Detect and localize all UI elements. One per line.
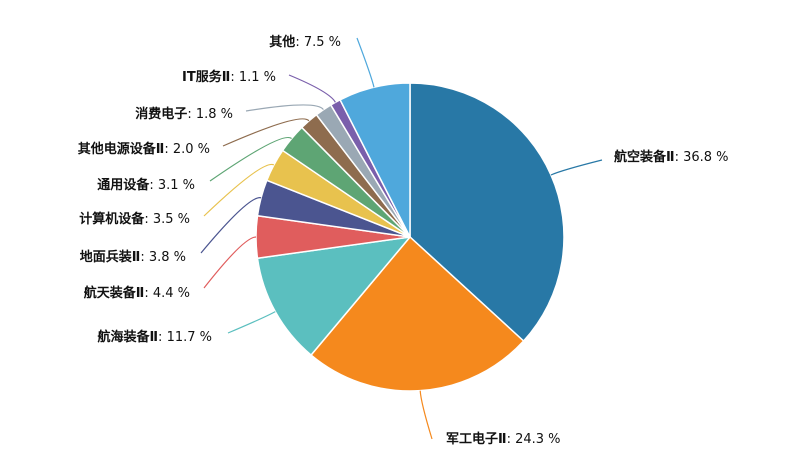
pie-leader-lines	[200, 37, 603, 440]
slice-value-label: 3.8 %	[149, 250, 186, 265]
slice-category-label: 计算机设备	[79, 211, 145, 227]
leader-line-8	[222, 118, 310, 147]
pie-slices	[255, 82, 565, 392]
leader-line-7	[209, 136, 292, 182]
leader-line-1	[550, 159, 603, 176]
leader-line-5	[200, 197, 262, 254]
slice-label-separator: :	[164, 142, 173, 157]
slice-label-separator: :	[675, 150, 684, 165]
slice-value-label: 7.5 %	[304, 35, 341, 50]
slice-value-label: 1.1 %	[239, 70, 276, 85]
slice-label-3: 航海装备Ⅱ: 11.7 %	[97, 329, 212, 345]
leader-line-2	[419, 390, 433, 440]
slice-category-label: 其他电源设备Ⅱ	[78, 141, 165, 157]
slice-label-separator: :	[158, 330, 167, 345]
pie-labels: 航空装备Ⅱ: 36.8 %军工电子Ⅱ: 24.3 %航海装备Ⅱ: 11.7 %航…	[78, 34, 729, 447]
slice-value-label: 4.4 %	[153, 286, 190, 301]
pie-slice-3	[256, 236, 411, 356]
slice-category-label: 航天装备Ⅱ	[84, 285, 145, 301]
leader-line-10	[288, 74, 336, 103]
leader-line-6	[203, 163, 275, 217]
slice-value-label: 24.3 %	[515, 432, 560, 447]
slice-category-label: 消费电子	[135, 106, 187, 122]
slice-label-8: 其他电源设备Ⅱ: 2.0 %	[78, 141, 210, 157]
slice-value-label: 1.8 %	[196, 107, 233, 122]
slice-value-label: 3.1 %	[158, 178, 195, 193]
slice-label-separator: :	[230, 70, 239, 85]
slice-value-label: 11.7 %	[167, 330, 212, 345]
slice-value-label: 2.0 %	[173, 142, 210, 157]
slice-label-separator: :	[144, 212, 153, 227]
slice-category-label: 航空装备Ⅱ	[614, 149, 675, 165]
slice-label-2: 军工电子Ⅱ: 24.3 %	[446, 431, 561, 447]
slice-label-separator: :	[295, 35, 304, 50]
slice-label-separator: :	[149, 178, 158, 193]
leader-line-3	[227, 311, 276, 334]
slice-label-9: 消费电子: 1.8 %	[135, 106, 233, 122]
pie-slice-2	[310, 236, 525, 392]
slice-label-5: 地面兵装Ⅱ: 3.8 %	[80, 249, 186, 265]
leader-line-9	[245, 104, 324, 112]
slice-label-10: IT服务Ⅱ: 1.1 %	[182, 69, 276, 85]
slice-label-separator: :	[187, 107, 196, 122]
slice-label-7: 通用设备: 3.1 %	[97, 177, 195, 193]
slice-label-11: 其他: 7.5 %	[269, 34, 341, 50]
leader-line-11	[356, 37, 375, 88]
slice-label-1: 航空装备Ⅱ: 36.8 %	[614, 149, 729, 165]
slice-label-separator: :	[144, 286, 153, 301]
slice-label-separator: :	[140, 250, 149, 265]
pie-slice-1	[409, 82, 565, 342]
slice-value-label: 3.5 %	[153, 212, 190, 227]
slice-value-label: 36.8 %	[683, 150, 728, 165]
slice-category-label: IT服务Ⅱ	[182, 69, 230, 85]
slice-category-label: 通用设备	[97, 177, 150, 193]
leader-line-4	[203, 236, 257, 289]
slice-category-label: 其他	[269, 34, 295, 50]
slice-category-label: 地面兵装Ⅱ	[80, 249, 141, 265]
slice-category-label: 军工电子Ⅱ	[446, 431, 507, 447]
slice-label-4: 航天装备Ⅱ: 4.4 %	[84, 285, 190, 301]
slice-label-6: 计算机设备: 3.5 %	[79, 211, 190, 227]
slice-label-separator: :	[507, 432, 516, 447]
slice-category-label: 航海装备Ⅱ	[97, 329, 158, 345]
